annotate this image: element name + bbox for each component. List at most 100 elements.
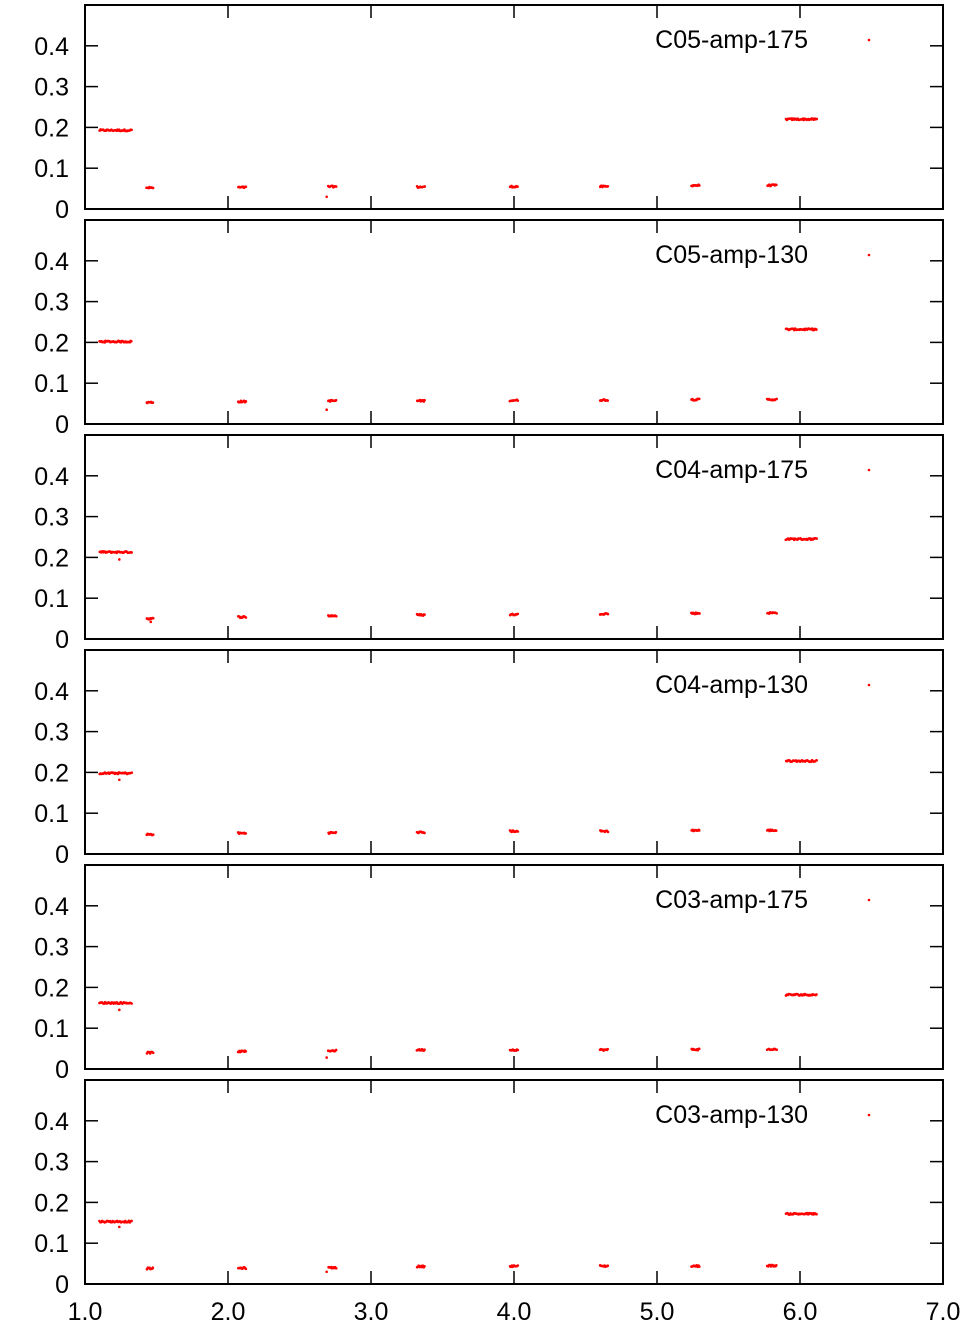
data-point xyxy=(244,1267,248,1271)
y-tick-label: 0 xyxy=(55,841,69,869)
data-point xyxy=(516,185,519,188)
y-tick-label: 0.1 xyxy=(34,155,69,183)
outlier-point xyxy=(325,195,328,199)
outlier-point xyxy=(325,1056,328,1059)
legend-label: C05-amp-175 xyxy=(655,26,808,54)
x-tick-label: 1.0 xyxy=(68,1298,103,1326)
data-point xyxy=(334,830,338,834)
data-point xyxy=(244,616,248,619)
panel-frame xyxy=(84,1079,944,1285)
data-point xyxy=(815,537,818,540)
data-point xyxy=(130,1219,133,1223)
data-point xyxy=(775,1048,779,1051)
y-tick-label: 0.4 xyxy=(34,33,69,61)
data-point xyxy=(815,1212,818,1216)
data-point xyxy=(606,830,610,834)
data-point xyxy=(151,1266,155,1269)
y-tick-label: 0.4 xyxy=(34,893,69,921)
panel-frame xyxy=(84,434,944,640)
outlier-point xyxy=(118,558,121,561)
x-tick-label: 3.0 xyxy=(354,1298,389,1326)
y-tick-label: 0.1 xyxy=(34,1015,69,1043)
data-point xyxy=(334,398,338,402)
data-point xyxy=(334,1267,338,1270)
y-tick-label: 0.4 xyxy=(34,248,69,276)
y-tick-label: 0.3 xyxy=(34,934,69,962)
data-point xyxy=(244,400,248,403)
panel-frame xyxy=(84,649,944,855)
legend-marker xyxy=(867,38,871,42)
panel-frame xyxy=(84,219,944,425)
data-point xyxy=(516,830,520,833)
y-tick-label: 0.2 xyxy=(34,759,69,787)
data-point xyxy=(130,551,133,554)
data-point xyxy=(334,614,338,618)
data-point xyxy=(334,1048,338,1052)
data-point xyxy=(151,833,155,836)
data-point xyxy=(606,1047,609,1051)
y-tick-label: 0 xyxy=(55,1056,69,1084)
x-tick-label: 2.0 xyxy=(211,1298,246,1326)
outlier-point xyxy=(325,408,328,412)
data-point xyxy=(516,1264,520,1267)
data-point xyxy=(775,1264,778,1267)
data-point xyxy=(423,613,426,616)
data-point xyxy=(698,612,701,615)
data-point xyxy=(130,771,134,774)
data-point xyxy=(130,339,133,343)
y-tick-label: 0 xyxy=(55,411,69,439)
data-point xyxy=(606,1264,610,1268)
data-point xyxy=(606,612,610,616)
y-tick-label: 0.1 xyxy=(34,585,69,613)
legend-label: C04-amp-130 xyxy=(655,671,808,699)
legend-marker xyxy=(867,468,871,472)
outlier-point xyxy=(325,1270,328,1274)
legend-label: C03-amp-175 xyxy=(655,886,808,914)
data-point xyxy=(815,117,819,121)
data-point xyxy=(815,328,818,331)
data-point xyxy=(698,184,701,187)
data-point xyxy=(244,832,248,835)
data-point xyxy=(423,1264,426,1268)
data-point xyxy=(606,184,610,188)
y-tick-label: 0.2 xyxy=(34,329,69,357)
data-point xyxy=(130,128,133,132)
y-tick-label: 0.3 xyxy=(34,289,69,317)
y-tick-label: 0.2 xyxy=(34,114,69,142)
x-tick-label: 5.0 xyxy=(640,1298,675,1326)
panel-frame xyxy=(84,864,944,1070)
data-point xyxy=(697,1047,701,1051)
legend-marker xyxy=(867,253,871,257)
y-tick-label: 0 xyxy=(55,1271,69,1299)
data-point xyxy=(423,831,426,835)
data-point xyxy=(815,758,818,762)
y-tick-label: 0 xyxy=(55,196,69,224)
data-point xyxy=(130,1002,133,1005)
outlier-point xyxy=(118,1225,121,1229)
x-tick-label: 6.0 xyxy=(783,1298,818,1326)
data-point xyxy=(151,186,155,190)
outlier-point xyxy=(118,1008,121,1012)
data-point xyxy=(774,829,778,832)
y-tick-label: 0.4 xyxy=(34,678,69,706)
y-tick-label: 0.4 xyxy=(34,463,69,491)
data-point xyxy=(423,398,426,402)
data-point xyxy=(606,399,610,402)
data-point xyxy=(775,183,778,187)
y-tick-label: 0.1 xyxy=(34,370,69,398)
data-point xyxy=(516,612,520,616)
data-point xyxy=(244,1050,248,1053)
data-point xyxy=(516,1048,520,1052)
legend-label: C04-amp-175 xyxy=(655,456,808,484)
outlier-point xyxy=(118,778,121,782)
data-point xyxy=(244,185,248,189)
y-tick-label: 0.1 xyxy=(34,1230,69,1258)
legend-marker xyxy=(867,898,871,902)
data-point xyxy=(423,185,427,188)
y-tick-label: 0.3 xyxy=(34,504,69,532)
legend-marker xyxy=(867,683,871,687)
data-point xyxy=(423,1048,426,1051)
y-tick-label: 0.2 xyxy=(34,544,69,572)
data-point xyxy=(775,397,778,401)
